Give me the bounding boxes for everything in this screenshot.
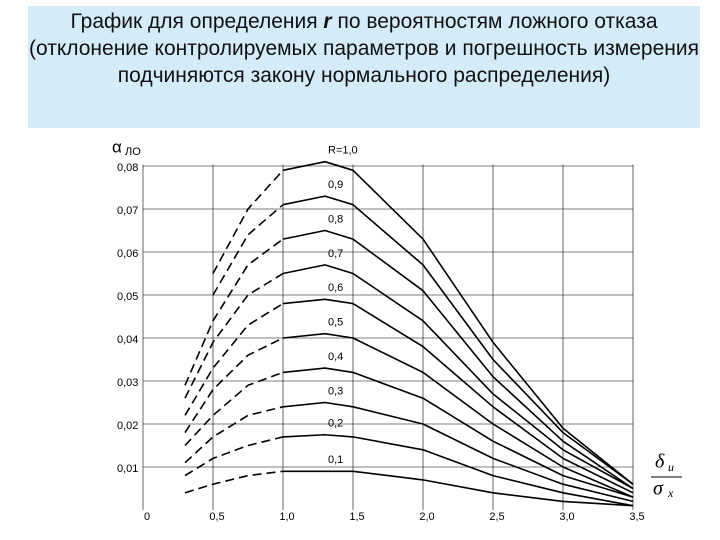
series-label: 0,9 xyxy=(328,179,343,191)
series-line-dashed xyxy=(184,238,284,386)
x-tick-label: 1,0 xyxy=(279,511,294,523)
y-tick-label: 0,06 xyxy=(117,248,138,260)
x-tick-label: 2,5 xyxy=(489,511,504,523)
series-label: 0,2 xyxy=(328,418,343,430)
series-line-dashed xyxy=(184,272,284,399)
series-line xyxy=(282,401,634,503)
series-label: 0,4 xyxy=(328,351,343,363)
y-tick-label: 0,07 xyxy=(117,205,138,217)
title-variable: r xyxy=(323,10,332,33)
series-label: 0,7 xyxy=(328,248,343,260)
x-tick-label: 2,0 xyxy=(419,511,434,523)
series-label: 0,8 xyxy=(328,213,343,225)
series-line xyxy=(282,264,634,490)
y-tick-label: 0,02 xyxy=(117,420,138,432)
series-line-dashed xyxy=(212,204,284,296)
x-axis-label-num-sub: u xyxy=(668,460,674,474)
x-tick-label: 3,0 xyxy=(559,511,574,523)
series-line-dashed xyxy=(184,436,284,477)
series-line xyxy=(282,367,634,498)
series-line-dashed xyxy=(184,406,284,464)
series-line xyxy=(282,160,634,485)
series-line xyxy=(282,433,634,507)
series-line xyxy=(282,229,634,490)
series-line xyxy=(282,332,634,498)
series-line xyxy=(282,195,634,485)
series-label: 0,5 xyxy=(328,317,343,329)
x-tick-label: 0,5 xyxy=(209,511,224,523)
x-axis-label-num: δ xyxy=(655,451,665,473)
series-line-dashed xyxy=(212,169,284,274)
y-tick-label: 0,05 xyxy=(117,291,138,303)
series-line-dashed xyxy=(184,470,284,494)
y-tick-label: 0,08 xyxy=(117,162,138,174)
y-axis-label-sub: ЛО xyxy=(125,146,141,158)
y-tick-label: 0,03 xyxy=(117,377,138,389)
series-line-dashed xyxy=(184,371,284,447)
y-tick-label: 0,01 xyxy=(117,463,138,475)
series-line xyxy=(283,470,634,507)
x-tick-label: 3,5 xyxy=(629,511,644,523)
chart-title: График для определения r по вероятностям… xyxy=(28,6,700,128)
y-axis-label: α xyxy=(112,137,122,156)
series-label: 0,3 xyxy=(328,385,343,397)
x-tick-label: 0 xyxy=(144,511,150,523)
series-line-dashed xyxy=(184,337,284,434)
title-text: График для определения xyxy=(70,10,324,33)
series-label: R=1,0 xyxy=(328,145,358,157)
series-line xyxy=(282,298,634,494)
series-line-dashed xyxy=(184,302,284,416)
x-tick-label: 1,5 xyxy=(349,511,364,523)
x-axis-label-den: σ xyxy=(653,478,664,500)
series-label: 0,1 xyxy=(328,454,343,466)
x-axis-label-den-sub: x xyxy=(667,486,674,500)
series-label: 0,6 xyxy=(328,282,343,294)
title-text: по вероятностям ложного отказа (отклонен… xyxy=(29,10,699,87)
y-tick-label: 0,04 xyxy=(117,334,138,346)
